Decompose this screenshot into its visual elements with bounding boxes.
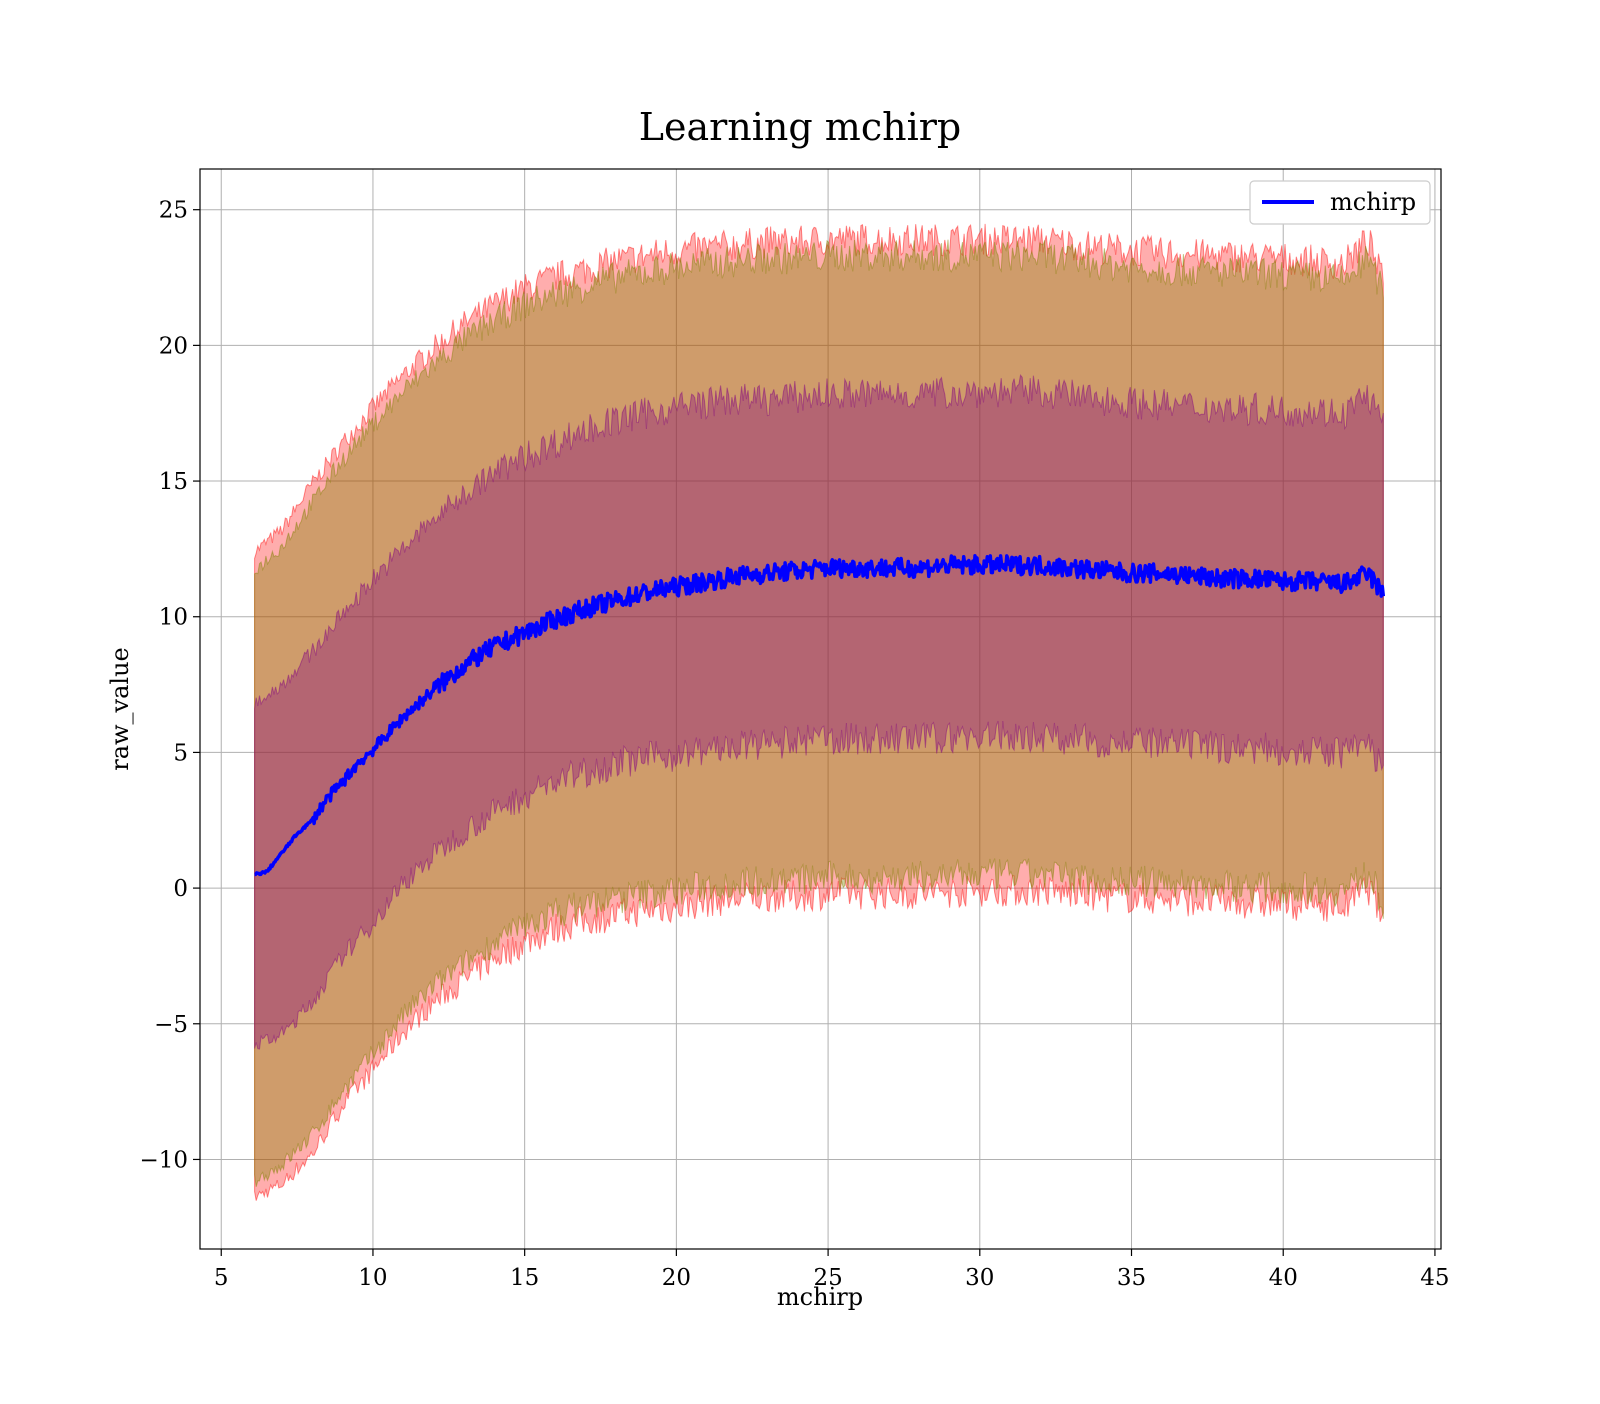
y-tick-label-4: 10: [159, 605, 188, 631]
legend-label: mchirp: [1330, 188, 1416, 216]
legend-box: [1249, 180, 1431, 225]
legend: mchirp: [1249, 180, 1431, 225]
line-layer: [253, 554, 1386, 877]
y-tick-label-7: 25: [159, 198, 188, 224]
x-tick-label-6: 35: [1117, 1265, 1146, 1291]
x-axis-label: mchirp: [777, 1283, 863, 1311]
y-tick-label-3: 5: [173, 740, 188, 766]
x-tick-label-4: 25: [813, 1265, 842, 1291]
band-inner: [254, 374, 1384, 1050]
band-middle: [254, 239, 1384, 1187]
y-tick-label-2: 0: [173, 876, 188, 902]
band-wide: [254, 223, 1384, 1201]
y-tick-label-6: 20: [159, 333, 188, 359]
x-tick-label-5: 30: [965, 1265, 994, 1291]
y-axis-label: raw_value: [106, 647, 134, 771]
y-tick-label-5: 15: [159, 469, 188, 495]
x-tick-label-1: 10: [358, 1265, 387, 1291]
x-tick-label-2: 15: [510, 1265, 539, 1291]
y-tick-label-1: −5: [154, 1012, 188, 1038]
y-tick-label-0: −10: [139, 1147, 188, 1173]
x-tick-label-0: 5: [214, 1265, 229, 1291]
x-tick-label-8: 45: [1420, 1265, 1449, 1291]
x-tick-label-7: 40: [1269, 1265, 1298, 1291]
chart-title: Learning mchirp: [639, 105, 961, 149]
x-tick-label-3: 20: [662, 1265, 691, 1291]
series-line-mchirp: [253, 554, 1386, 877]
plot-frame: [199, 168, 1442, 1250]
band-layer: [254, 223, 1384, 1201]
tick-layer: 5 10 15 20 25 30 35 40 45 −10 −5 0 5 10 15 20 25: [139, 198, 1449, 1291]
grid-layer: [200, 169, 1441, 1249]
